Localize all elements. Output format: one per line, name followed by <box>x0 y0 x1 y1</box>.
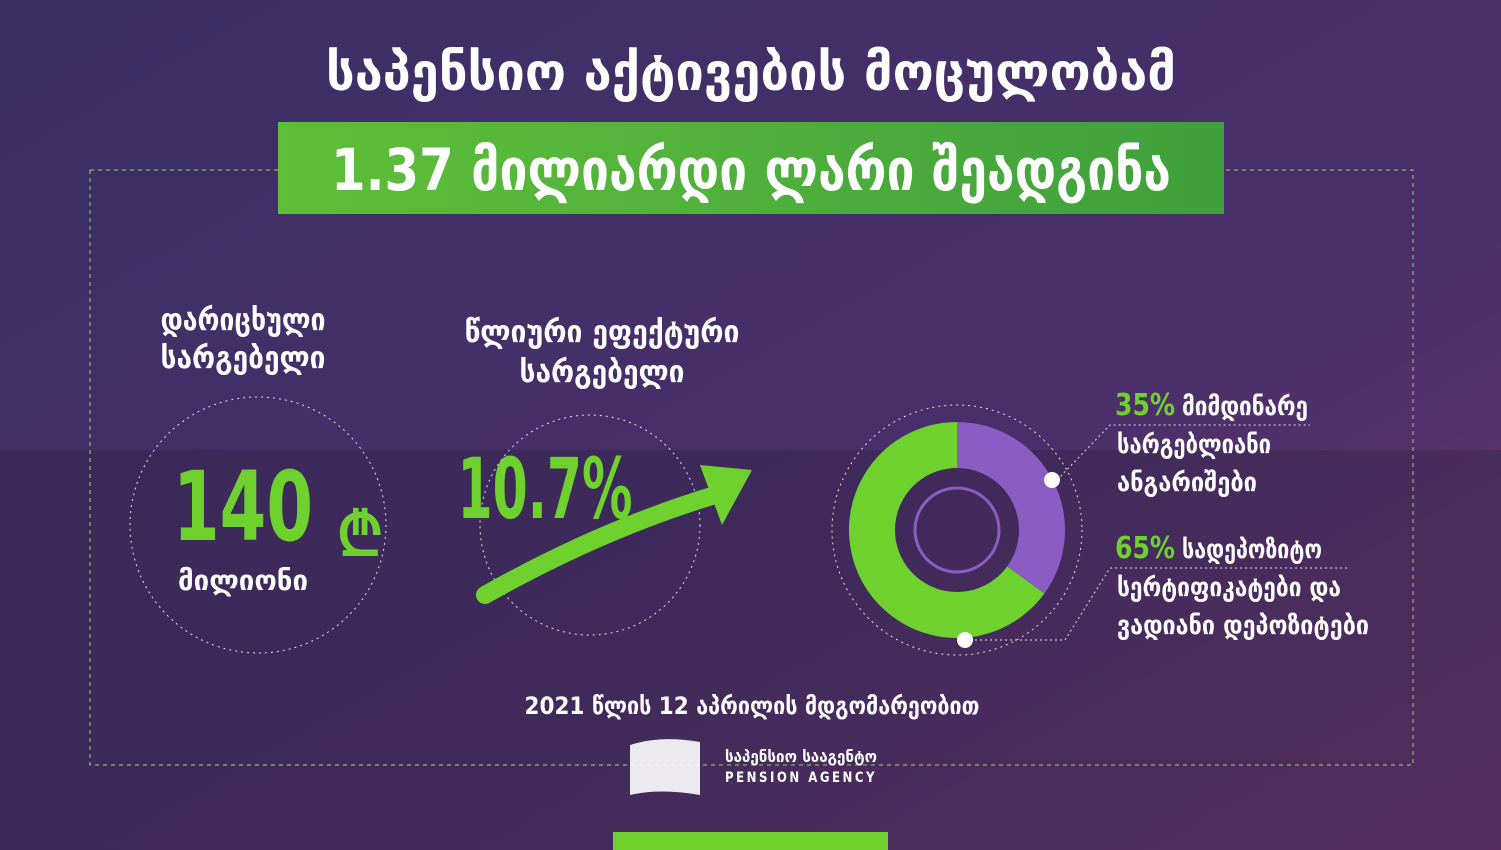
date-note: 2021 წლის 12 აპრილის მდგომარეობით <box>525 692 980 720</box>
segment-value: 65% <box>1115 531 1175 566</box>
stat-label: დარიცხული <box>161 303 326 338</box>
donut-ring <box>831 404 1083 656</box>
segment-description: სერტიფიკატები და <box>1117 573 1341 603</box>
segment-description: სადეპოზიტო <box>1182 535 1322 565</box>
stat-value: 140 <box>173 451 313 563</box>
segment-description: ანგარიშები <box>1117 468 1257 498</box>
title-highlight: 1.37 მილიარდი ლარი შეადგინა <box>331 136 1171 204</box>
title-box <box>278 122 1224 214</box>
city-shade <box>0 450 1501 850</box>
logo-text: PENSION AGENCY <box>725 770 877 786</box>
arrow-head <box>700 465 752 525</box>
logo-text: საპენსიო სააგენტო <box>725 747 877 766</box>
logo-mark <box>630 739 700 795</box>
stat-label: წლიური ეფექტური <box>465 315 740 350</box>
donut <box>848 422 1065 638</box>
stat-circle <box>479 414 701 636</box>
segment-description: სარგებლიანი <box>1117 430 1271 460</box>
stat-unit: მილიონი <box>178 564 308 597</box>
donut-segment <box>957 422 1065 594</box>
segment-description: მიმდინარე <box>1182 392 1308 422</box>
stat-label: სარგებელი <box>520 355 685 390</box>
leader-line <box>965 567 1350 641</box>
stat-value: 10.7% <box>458 440 633 538</box>
segment-value: 35% <box>1115 388 1175 423</box>
coins-icon <box>913 486 1001 574</box>
leader-line <box>1056 424 1310 481</box>
title: საპენსიო აქტივების მოცულობამ <box>326 43 1176 103</box>
trend-arrow <box>476 486 724 604</box>
stat-circle <box>129 396 387 654</box>
leader-dot <box>957 632 973 648</box>
currency: ₾ <box>337 500 383 570</box>
donut-segment <box>848 422 1045 638</box>
segment-description: ვადიანი დეპოზიტები <box>1117 611 1369 641</box>
bottom-bar <box>613 832 888 850</box>
logo: საპენსიო სააგენტო PENSION AGENCY <box>630 739 877 795</box>
stat-label: სარგებელი <box>161 341 326 376</box>
leader-dot <box>1044 472 1060 488</box>
donut-legend: 35% მიმდინარე სარგებლიანი ანგარიშები 65% სადე… <box>1115 388 1369 641</box>
frame <box>89 169 1414 766</box>
